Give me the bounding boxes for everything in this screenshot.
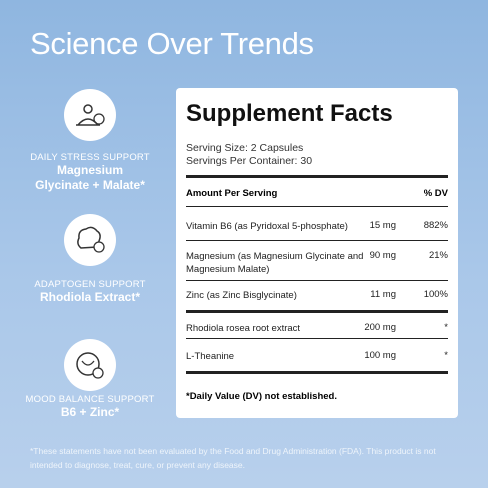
ingredient-name: Rhodiola rosea root extract (186, 323, 301, 334)
amount: 11 mg (370, 289, 396, 300)
ingredient-name: Vitamin B6 (as Pyridoxal 5-phosphate) (186, 221, 348, 232)
daily-value: 882% (423, 220, 448, 231)
feature-caption: MOOD BALANCE SUPPORT B6 + Zinc* (10, 394, 170, 420)
feature-ingredient: B6 + Zinc* (60, 405, 120, 419)
amount: 200 mg (364, 322, 396, 333)
servings: Servings Per Container: 30 (186, 155, 313, 167)
icon (64, 339, 116, 391)
feature-label: ADAPTOGEN SUPPORT (34, 279, 146, 290)
serving-size: Serving Size: 2 Capsules (186, 142, 304, 154)
ingredient-name: L-Theanine (186, 351, 235, 362)
amount: 90 mg (369, 250, 396, 261)
daily-value: 100% (423, 289, 448, 300)
dv-header: % DV (423, 188, 448, 199)
feature-caption: DAILY STRESS SUPPORT Magnesium Glycinate +… (10, 152, 170, 193)
feature-ingredient: Magnesium (56, 163, 123, 177)
title: Science Over Trends (30, 26, 314, 61)
icon (64, 214, 116, 266)
ingredient-name: Magnesium (as Magnesium Glycinate and Ma… (186, 251, 364, 275)
daily-value: * (444, 350, 448, 361)
rule (186, 338, 448, 339)
icon (64, 89, 116, 141)
daily-value: 21% (428, 250, 448, 261)
ingredient-name: Zinc (as Zinc Bisglycinate) (186, 290, 297, 301)
feature-label: DAILY STRESS SUPPORT (30, 152, 150, 163)
feature-label: MOOD BALANCE SUPPORT (25, 394, 155, 405)
rule (186, 280, 448, 281)
supplement-facts-panel: Supplement Facts Serving Size: 2 Capsule… (176, 88, 458, 418)
feature-ingredient: Rhodiola Extract* (39, 290, 141, 304)
rule (186, 175, 448, 178)
rule (186, 206, 448, 207)
amount: 15 mg (369, 220, 396, 231)
feature-ingredient: Glycinate + Malate* (35, 178, 145, 192)
amount: 100 mg (364, 350, 396, 361)
panel-title: Supplement Facts (186, 100, 393, 127)
footnote: *Daily Value (DV) not established. (186, 391, 337, 402)
feature-caption: ADAPTOGEN SUPPORT Rhodiola Extract* (10, 279, 170, 305)
rule (186, 310, 448, 313)
daily-value: * (444, 322, 448, 333)
rule (186, 371, 448, 374)
rule (186, 240, 448, 241)
disclaimer: *These statements have not been evaluate… (30, 446, 436, 470)
amount-header: Amount Per Serving (186, 188, 278, 199)
